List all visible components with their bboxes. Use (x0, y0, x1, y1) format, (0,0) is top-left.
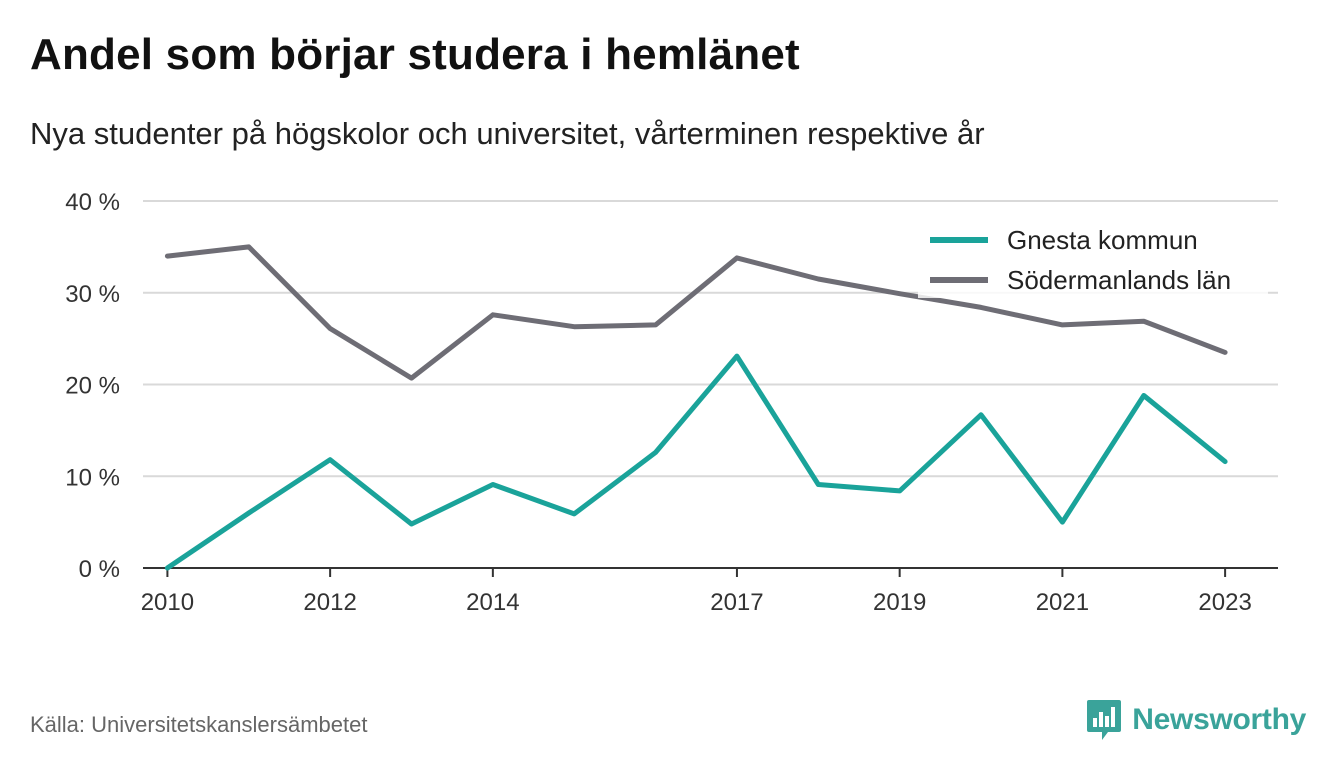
x-tick-label: 2010 (141, 589, 194, 616)
chart-title: Andel som börjar studera i hemlänet (30, 30, 800, 79)
x-tick-label: 2021 (1036, 589, 1089, 616)
x-tick-label: 2023 (1198, 589, 1251, 616)
x-tick-label: 2014 (466, 589, 519, 616)
legend-label: Gnesta kommun (1007, 225, 1198, 255)
axes: 0 % 10 % 20 % 30 % 40 % 2010 2012 2014 2017 2019 2… (65, 189, 1278, 616)
series-lines (164, 244, 1228, 571)
chart-subtitle: Nya studenter på högskolor och universit… (30, 116, 985, 151)
series-line-1 (164, 244, 1228, 381)
line-chart: 0 % 10 % 20 % 30 % 40 % 2010 2012 2014 2017 2019 2… (65, 189, 1278, 616)
legend-background (918, 216, 1268, 298)
series-line-0 (164, 353, 1228, 571)
y-tick-label: 40 % (65, 189, 120, 216)
y-tick-label: 30 % (65, 281, 120, 308)
x-tick-label: 2017 (710, 589, 763, 616)
y-tick-label: 10 % (65, 464, 120, 491)
y-tick-label: 20 % (65, 373, 120, 400)
brand-logo: Newsworthy (1086, 698, 1306, 742)
source-note: Källa: Universitetskanslersämbetet (30, 712, 368, 737)
x-tick-label: 2019 (873, 589, 926, 616)
legend-label: Södermanlands län (1007, 265, 1231, 295)
brand-name: Newsworthy (1132, 703, 1306, 736)
legend: Gnesta kommun Södermanlands län (918, 216, 1268, 298)
y-tick-label: 0 % (79, 556, 120, 583)
newsworthy-logo-icon (1087, 700, 1122, 740)
x-tick-label: 2012 (303, 589, 356, 616)
